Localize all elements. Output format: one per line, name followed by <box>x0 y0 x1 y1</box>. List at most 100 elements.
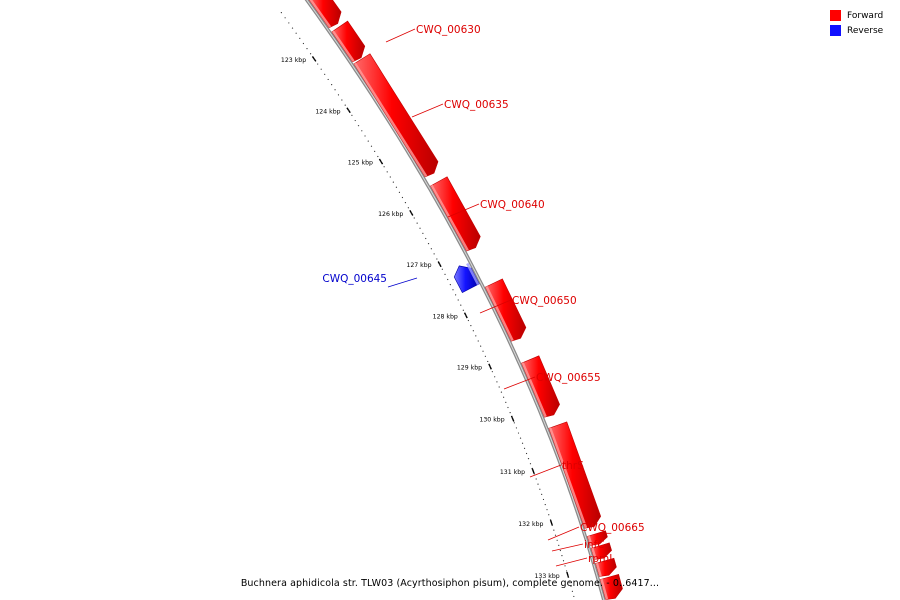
ruler-minor-tick <box>337 94 340 96</box>
ruler-minor-tick <box>482 350 484 352</box>
forward-arrow <box>484 278 527 342</box>
legend-forward-label: Forward <box>847 10 884 21</box>
forward-arrow <box>548 421 602 529</box>
gene-feature-cwq_00655[interactable] <box>521 355 560 418</box>
ruler-tick-label: 129 kbp <box>457 365 482 372</box>
ruler-minor-tick <box>529 463 532 465</box>
legend-reverse-label: Reverse <box>847 25 884 36</box>
ruler-tick-label: 126 kbp <box>378 211 403 218</box>
ruler-minor-tick <box>309 53 312 55</box>
ruler-minor-tick <box>447 278 449 281</box>
gene-label[interactable]: CWQ_00640 <box>480 199 545 211</box>
ruler-minor-tick <box>430 248 432 250</box>
forward-arrow <box>521 355 560 418</box>
ruler-minor-tick <box>573 595 575 598</box>
ruler-minor-tick <box>302 42 305 45</box>
ruler-minor-tick <box>487 360 489 363</box>
ruler-minor-tick <box>413 217 415 219</box>
arrow-highlight <box>331 30 355 62</box>
ruler-minor-tick <box>299 37 301 39</box>
ruler-minor-tick <box>511 417 513 419</box>
ruler-tick-label: 132 kbp <box>518 521 543 528</box>
feature-labels: CWQ_00630 CWQ_00635 CWQ_00640 CWQ_00645 CWQ_… <box>322 24 645 567</box>
ruler-tick-label: 123 kbp <box>281 57 306 64</box>
gene-label[interactable]: CWQ_00635 <box>444 99 509 111</box>
ruler-tick-label: 130 kbp <box>479 417 504 424</box>
backbone-highlight <box>306 0 605 600</box>
arrow-highlight <box>521 362 547 418</box>
gene-feature-cwq_00630[interactable] <box>331 20 366 63</box>
ruler-minor-tick <box>571 590 574 592</box>
ruler-minor-tick <box>541 493 543 495</box>
gene-feature[interactable] <box>599 574 623 600</box>
label-leader-line <box>555 557 588 567</box>
ruler-minor-tick <box>306 48 308 50</box>
ruler-minor-tick <box>480 345 482 347</box>
ruler-minor-tick <box>449 284 451 286</box>
ruler-minor-tick <box>416 222 418 224</box>
gene-label[interactable]: CWQ_00630 <box>416 24 481 36</box>
ruler-minor-tick <box>500 391 503 393</box>
ruler-minor-tick <box>559 549 561 552</box>
ruler-minor-tick <box>561 555 563 557</box>
ruler-minor-tick <box>544 503 546 506</box>
ruler-minor-tick <box>441 268 443 270</box>
ruler-minor-tick <box>324 73 326 75</box>
ruler-minor-tick <box>291 27 294 29</box>
ruler-minor-tick <box>551 524 553 526</box>
label-leader-line <box>447 203 480 218</box>
gene-label[interactable]: CWQ_00650 <box>512 295 577 307</box>
arrow-highlight <box>485 286 514 342</box>
ruler-minor-tick <box>477 340 479 342</box>
gene-label[interactable]: CWQ_00655 <box>536 372 601 384</box>
ruler-minor-tick <box>422 232 424 235</box>
gene-feature-thrs[interactable] <box>548 421 602 529</box>
ruler-minor-tick <box>556 539 558 541</box>
forward-arrow <box>353 53 439 178</box>
ruler-minor-tick <box>472 330 474 332</box>
ruler-minor-tick <box>427 243 430 245</box>
ruler-minor-tick <box>515 427 518 429</box>
ruler-tick-label: 124 kbp <box>315 108 340 115</box>
gene-feature-cwq_00650[interactable] <box>484 278 527 342</box>
legend-forward: Forward <box>830 8 900 23</box>
ruler-minor-tick <box>404 202 407 204</box>
gene-label[interactable]: thrS <box>562 460 584 472</box>
ruler-minor-tick <box>313 58 315 60</box>
gene-feature[interactable] <box>308 0 342 29</box>
label-leader-line <box>503 376 536 390</box>
ruler-minor-tick <box>380 161 382 163</box>
gene-feature-cwq_00635[interactable] <box>353 53 439 178</box>
ruler-minor-tick <box>439 263 441 265</box>
ruler-minor-tick <box>383 166 385 168</box>
ruler-minor-tick <box>344 104 346 106</box>
gene-label[interactable]: CWQ_00645 <box>322 273 387 285</box>
ruler-minor-tick <box>452 289 454 291</box>
ruler-minor-tick <box>444 273 446 276</box>
ruler-minor-tick <box>395 186 398 188</box>
arrow-highlight <box>591 547 597 560</box>
label-leader-line <box>529 464 562 478</box>
ruler-minor-tick <box>523 447 526 449</box>
ruler-minor-tick <box>527 457 530 460</box>
gene-label[interactable]: infC <box>584 539 605 551</box>
ruler-minor-tick <box>505 401 507 403</box>
gene-feature-infc[interactable] <box>590 542 612 560</box>
gene-feature-cwq_00665[interactable] <box>587 530 608 546</box>
ruler-minor-tick <box>410 212 412 214</box>
arrow-highlight <box>548 427 588 529</box>
ruler-minor-tick <box>280 12 282 14</box>
gene-label[interactable]: CWQ_00665 <box>580 522 645 534</box>
ruler-minor-tick <box>531 468 533 470</box>
ruler-major-tick <box>510 415 515 422</box>
ruler-minor-tick <box>462 309 464 311</box>
ruler-minor-tick <box>341 99 343 101</box>
arrow-highlight <box>587 535 593 546</box>
ruler-minor-tick <box>460 304 462 306</box>
gene-feature-cwq_00645[interactable] <box>453 262 480 294</box>
gene-label[interactable]: rpmI <box>588 553 612 565</box>
ruler-minor-tick <box>284 17 286 19</box>
gene-feature-rpmi[interactable] <box>595 557 617 577</box>
ruler-minor-tick <box>419 227 421 229</box>
ruler-minor-tick <box>398 191 401 193</box>
